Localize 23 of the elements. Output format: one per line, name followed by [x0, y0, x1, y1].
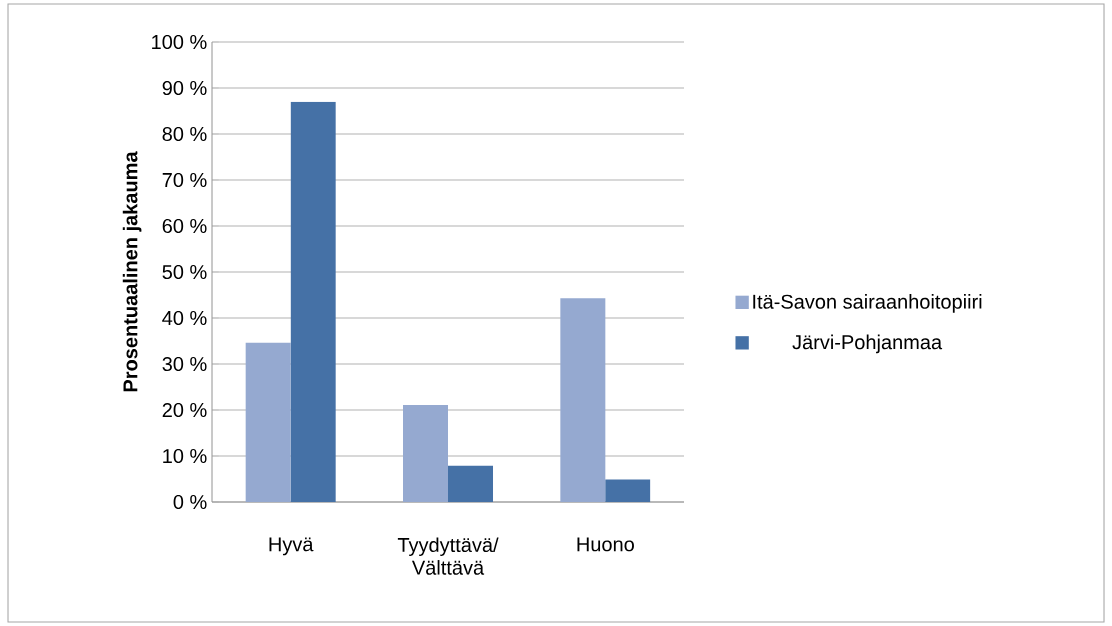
y-tick-label: 10 % — [163, 448, 207, 464]
y-axis-title: Prosentuaalinen jakauma — [122, 151, 142, 392]
bar — [245, 342, 291, 502]
y-tick-label: 70 % — [162, 172, 207, 188]
y-tick-label: 60 % — [162, 218, 207, 234]
y-tick-label: 100 % — [152, 34, 207, 50]
bar — [403, 404, 449, 502]
y-tick-label: 30 % — [162, 356, 207, 372]
x-tick-label: Hyvä — [269, 537, 314, 556]
legend-label: Järvi-Pohjanmaa — [792, 334, 943, 354]
bar — [560, 298, 606, 502]
y-tick-label: 40 % — [162, 310, 207, 326]
y-tick-label: 50 % — [162, 264, 207, 280]
bar — [290, 101, 336, 502]
bar — [448, 465, 494, 502]
y-tick-label: 0 % — [173, 494, 207, 510]
y-tick-label: 90 % — [162, 80, 207, 96]
x-tick-label: Tyydyttävä/ Välttävä — [397, 537, 499, 575]
x-tick-label: Huono — [577, 537, 634, 552]
legend-label: Itä-Savon sairaanhoitopiiri — [753, 294, 982, 313]
y-tick-label: 20 % — [162, 402, 207, 418]
bar — [605, 479, 651, 502]
y-tick-label: 80 % — [162, 126, 207, 142]
